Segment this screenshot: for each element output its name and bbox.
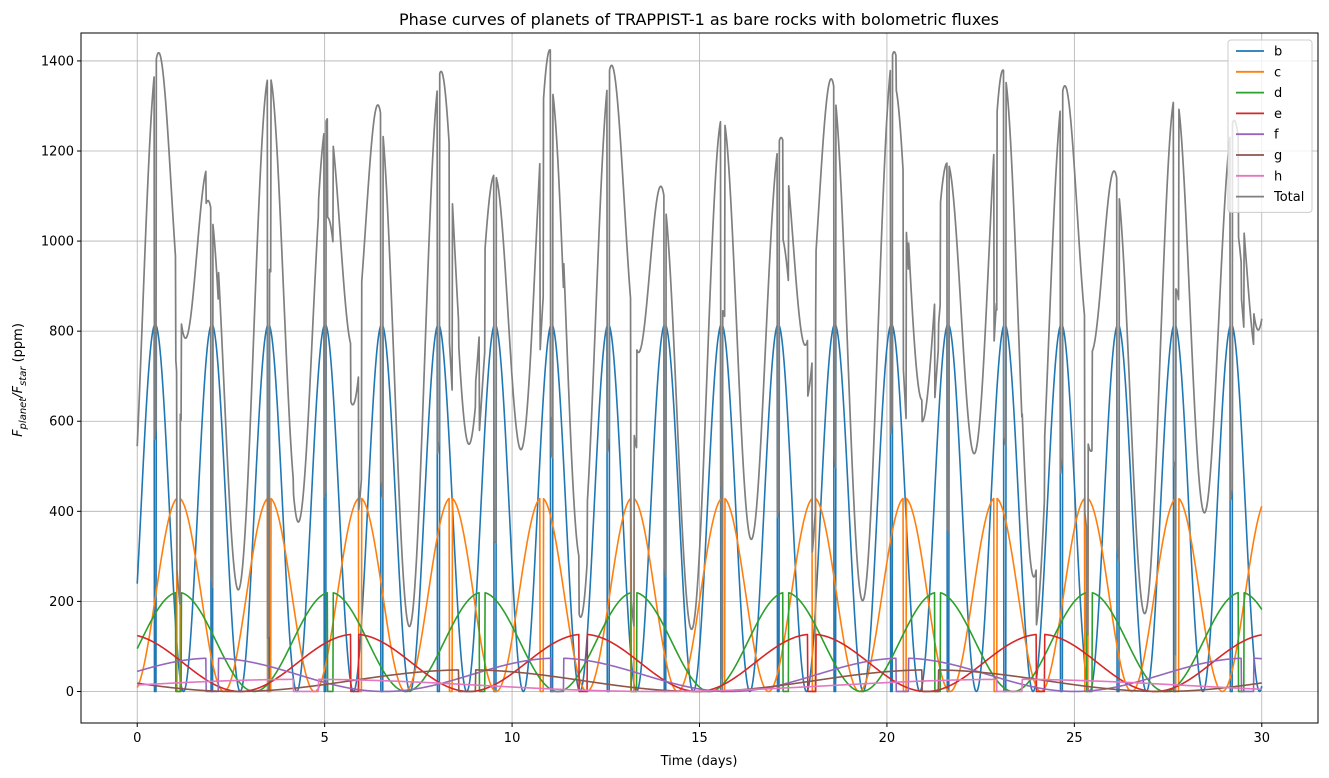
y-tick-label: 400 xyxy=(49,505,74,520)
y-label-sub-star: star xyxy=(18,366,29,386)
y-tick-label: 0 xyxy=(66,685,74,700)
series-line-b xyxy=(136,324,1263,693)
x-tick-label: 30 xyxy=(1253,731,1270,746)
y-tick-label: 800 xyxy=(49,325,74,340)
legend-label-e: e xyxy=(1274,107,1282,122)
legend-label-Total: Total xyxy=(1273,190,1304,205)
x-tick-label: 25 xyxy=(1066,731,1083,746)
series-line-f xyxy=(136,657,1263,693)
legend-label-f: f xyxy=(1274,128,1279,143)
legend-label-h: h xyxy=(1274,169,1282,184)
legend-label-d: d xyxy=(1274,86,1282,101)
y-tick-label: 200 xyxy=(49,595,74,610)
chart-title: Phase curves of planets of TRAPPIST-1 as… xyxy=(399,10,999,29)
series-line-d xyxy=(136,591,1263,693)
y-axis-label: Fplanet/Fstar (ppm) xyxy=(11,323,29,437)
x-axis-label: Time (days) xyxy=(660,754,738,769)
y-label-main: F xyxy=(11,429,26,437)
x-tick-label: 20 xyxy=(879,731,896,746)
x-tick-label: 15 xyxy=(691,731,708,746)
legend-box xyxy=(1227,39,1313,213)
y-label-mid: /F xyxy=(11,385,26,398)
series-line-c xyxy=(136,497,1263,693)
x-tick-label: 5 xyxy=(321,731,329,746)
y-tick-label: 1400 xyxy=(41,54,74,69)
legend-label-g: g xyxy=(1274,149,1282,164)
y-tick-label: 1000 xyxy=(41,235,74,250)
legend-label-c: c xyxy=(1274,65,1281,80)
legend-label-b: b xyxy=(1274,45,1282,60)
axis-ticks: 0 5 10 15 20 25 30 0 200 400 600 800 1000 1200 1400 xyxy=(41,54,1270,746)
y-tick-label: 1200 xyxy=(41,145,74,160)
series-line-h xyxy=(136,678,1263,693)
y-tick-label: 600 xyxy=(49,415,74,430)
y-label-sub-planet: planet xyxy=(18,397,29,431)
x-tick-label: 10 xyxy=(504,731,521,746)
series-lines xyxy=(136,48,1263,693)
y-label-unit: (ppm) xyxy=(11,323,26,366)
series-line-total xyxy=(136,48,1263,679)
x-tick-label: 0 xyxy=(133,731,141,746)
